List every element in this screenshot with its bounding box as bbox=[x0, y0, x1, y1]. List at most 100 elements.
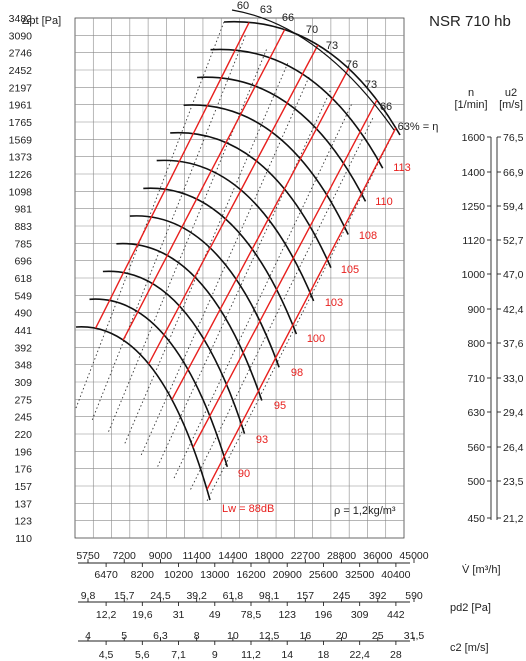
efficiency-line bbox=[91, 35, 246, 421]
y-tick-label: 1373 bbox=[9, 152, 33, 164]
performance-curve bbox=[102, 270, 246, 434]
y-tick-label: 2746 bbox=[9, 48, 33, 60]
n-axis-label: n bbox=[468, 87, 474, 99]
y-tick-label: 245 bbox=[14, 412, 32, 424]
efficiency-line bbox=[124, 63, 289, 444]
y-tick-label: 490 bbox=[14, 308, 32, 320]
u2-tick-label: 21,2 bbox=[503, 513, 524, 525]
efficiency-label: 66 bbox=[282, 12, 294, 24]
sound-power-label: 110 bbox=[375, 196, 393, 208]
bottom-scale-bottom-label: 18 bbox=[318, 649, 330, 661]
y-tick-label: 392 bbox=[14, 342, 32, 354]
performance-curve bbox=[143, 187, 298, 335]
y-tick-label: 785 bbox=[14, 238, 32, 250]
performance-curve bbox=[116, 242, 263, 401]
sound-power-curve bbox=[206, 127, 397, 490]
sound-power-label: 108 bbox=[359, 230, 377, 242]
efficiency-line bbox=[75, 21, 225, 409]
n-tick-label: 1120 bbox=[462, 235, 485, 247]
bottom-scale-bottom-label: 4,5 bbox=[99, 649, 114, 661]
efficiency-line bbox=[205, 131, 395, 504]
u2-axis-label: u2 bbox=[505, 87, 517, 99]
u2-tick-label: 52,7 bbox=[503, 235, 524, 247]
efficiency-label: 70 bbox=[306, 24, 318, 36]
u2-tick-label: 76,5 bbox=[503, 132, 524, 144]
y-tick-label: 441 bbox=[14, 325, 32, 337]
bottom-scale-top-label: 61,8 bbox=[223, 590, 244, 602]
bottom-scale-top-label: 157 bbox=[297, 590, 315, 602]
n-tick-label: 1000 bbox=[462, 269, 486, 281]
y-tick-label: 549 bbox=[14, 290, 32, 302]
y-tick-label: 157 bbox=[14, 481, 32, 493]
u2-tick-label: 23,5 bbox=[503, 476, 524, 488]
y-tick-label: 348 bbox=[14, 360, 32, 372]
bottom-scale-bottom-label: 196 bbox=[315, 609, 333, 621]
sound-power-label: 98 bbox=[291, 367, 303, 379]
sound-power-label: Lw = 88dB bbox=[222, 503, 274, 515]
n-tick-label: 800 bbox=[467, 338, 485, 350]
bottom-scale-bottom-label: 309 bbox=[351, 609, 369, 621]
performance-curve bbox=[156, 159, 315, 302]
bottom-scale-top-label: 10 bbox=[227, 630, 239, 642]
bottom-scale-top-label: 45000 bbox=[399, 550, 428, 562]
bottom-scales: 5750 7200 9000 11400 14400 18000 22700 28800 360… bbox=[76, 550, 428, 661]
bottom-scale-bottom-label: 20900 bbox=[273, 569, 302, 581]
y-tick-label: 618 bbox=[14, 273, 32, 285]
bottom-scale-bottom-label: 78,5 bbox=[241, 609, 262, 621]
right-scales: 1600 1400 1250 1120 1000 900 800 710 630 560 500 45… bbox=[462, 132, 524, 525]
efficiency-line bbox=[156, 90, 331, 468]
efficiency-envelope bbox=[231, 9, 395, 131]
efficiency-line bbox=[189, 118, 374, 492]
bottom-scale-top-label: 36000 bbox=[363, 550, 392, 562]
grid bbox=[74, 17, 405, 539]
bottom-scale-top-label: 12,5 bbox=[259, 630, 280, 642]
y-tick-label: 696 bbox=[14, 256, 32, 268]
bottom-scale-top-label: 39,2 bbox=[186, 590, 207, 602]
performance-curve bbox=[170, 131, 332, 269]
efficiency-dotted-lines bbox=[75, 21, 395, 504]
sound-power-label: 93 bbox=[256, 434, 268, 446]
bottom-scale-bottom-label: 9 bbox=[212, 649, 218, 661]
n-tick-label: 450 bbox=[467, 513, 485, 525]
y-tick-label: 3090 bbox=[9, 30, 33, 42]
u2-tick-label: 42,4 bbox=[503, 304, 524, 316]
bottom-scale-bottom-label: 22,4 bbox=[349, 649, 370, 661]
efficiency-label: 60 bbox=[237, 0, 249, 12]
y-tick-label: 123 bbox=[14, 516, 32, 528]
u2-tick-label: 26,4 bbox=[503, 442, 524, 454]
bottom-scale-top-label: 6,3 bbox=[153, 630, 168, 642]
bottom-scale-top-label: 16 bbox=[299, 630, 311, 642]
bottom-scale-bottom-label: 442 bbox=[387, 609, 405, 621]
y-tick-label: 309 bbox=[14, 377, 32, 389]
bottom-scale-bottom-label: 12,2 bbox=[96, 609, 117, 621]
bottom-scale-bottom-label: 10200 bbox=[164, 569, 193, 581]
bottom-scale-top-label: 18000 bbox=[255, 550, 284, 562]
performance-curve bbox=[183, 104, 349, 235]
efficiency-line bbox=[173, 104, 352, 480]
y-tick-label: 176 bbox=[14, 464, 32, 476]
bottom-scale-top-label: 98,1 bbox=[259, 590, 280, 602]
bottom-scale-top-label: 15,7 bbox=[114, 590, 135, 602]
bottom-scale-bottom-label: 11,2 bbox=[241, 649, 261, 661]
bottom-scale-top-label: 9000 bbox=[149, 550, 173, 562]
sound-power-curves bbox=[94, 22, 397, 490]
sound-power-curve bbox=[94, 22, 250, 329]
performance-curve bbox=[89, 298, 229, 468]
n-tick-label: 1600 bbox=[462, 132, 486, 144]
sound-power-label: 100 bbox=[307, 333, 325, 345]
y-tick-label: 2197 bbox=[9, 82, 33, 94]
u2-axis-unit: [m/s] bbox=[499, 99, 523, 111]
y-tick-label: 220 bbox=[14, 429, 32, 441]
y-tick-label: 137 bbox=[14, 498, 32, 510]
bottom-scale-top-label: 4 bbox=[85, 630, 91, 642]
y-axis-label: Δpt [Pa] bbox=[22, 15, 61, 27]
efficiency-label: 73 bbox=[326, 40, 338, 52]
u2-tick-label: 66,9 bbox=[503, 167, 524, 179]
y-tick-label: 196 bbox=[14, 446, 32, 458]
y-tick-label: 275 bbox=[14, 394, 32, 406]
bottom-scale-top-label: 5750 bbox=[76, 550, 100, 562]
bottom-scale-bottom-label: 16200 bbox=[236, 569, 265, 581]
efficiency-label: 63% = η bbox=[398, 121, 439, 133]
